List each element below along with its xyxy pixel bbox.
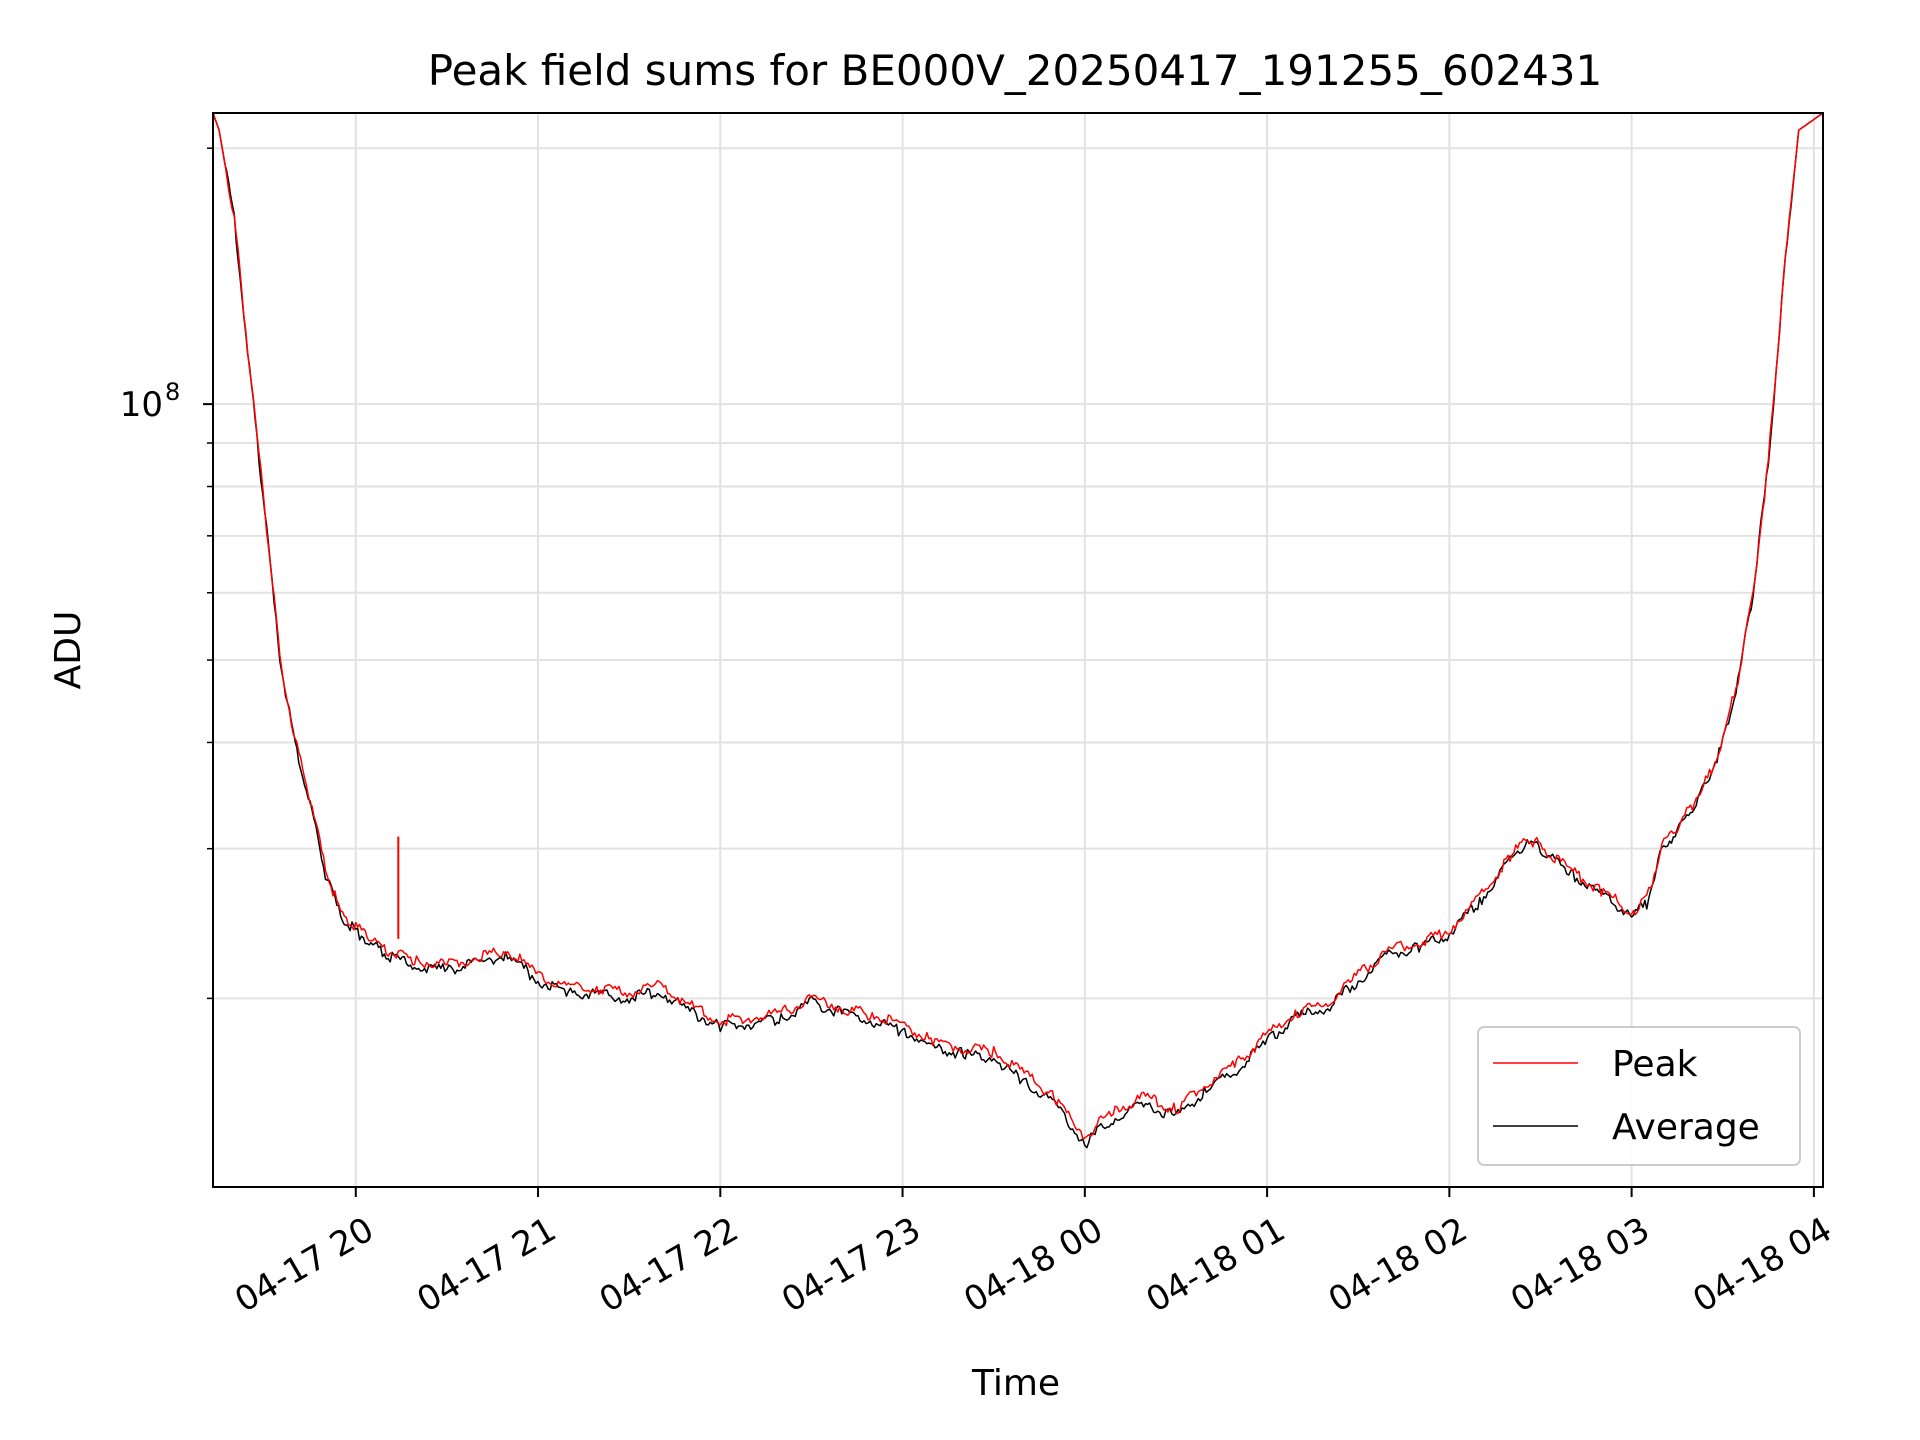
legend: Peak Average bbox=[1477, 1026, 1801, 1166]
axes-frame bbox=[212, 112, 1824, 1188]
series-line-average bbox=[212, 112, 1824, 1149]
x-tick-label: 04-17 22 bbox=[593, 1210, 745, 1321]
x-tick-label: 04-17 23 bbox=[775, 1210, 927, 1321]
x-tick-label: 04-18 02 bbox=[1322, 1210, 1474, 1321]
legend-label-average: Average bbox=[1612, 1107, 1760, 1148]
y-tick-label: 10 bbox=[120, 385, 163, 425]
legend-label-peak: Peak bbox=[1612, 1044, 1698, 1085]
x-axis-label: Time bbox=[971, 1363, 1060, 1404]
x-tick-label: 04-17 20 bbox=[228, 1210, 380, 1321]
x-tick-label: 04-18 00 bbox=[957, 1210, 1109, 1321]
chart-title: Peak field sums for BE000V_20250417_1912… bbox=[428, 46, 1602, 95]
x-tick-label: 04-18 01 bbox=[1140, 1210, 1292, 1321]
legend-box bbox=[1477, 1026, 1801, 1166]
x-tick-label: 04-18 04 bbox=[1686, 1210, 1838, 1321]
grid bbox=[213, 113, 1823, 1187]
y-tick-exponent: 8 bbox=[165, 378, 180, 406]
y-axis: 10 8 bbox=[120, 147, 213, 1000]
plot-area bbox=[212, 112, 1824, 1149]
x-tick-label: 04-18 03 bbox=[1504, 1210, 1656, 1321]
y-axis-label: ADU bbox=[48, 611, 89, 690]
x-tick-label: 04-17 21 bbox=[411, 1210, 563, 1321]
series-line-peak bbox=[212, 112, 1824, 1140]
x-axis: 04-17 20 04-17 21 04-17 22 04-17 23 04-18 00… bbox=[228, 1187, 1839, 1321]
